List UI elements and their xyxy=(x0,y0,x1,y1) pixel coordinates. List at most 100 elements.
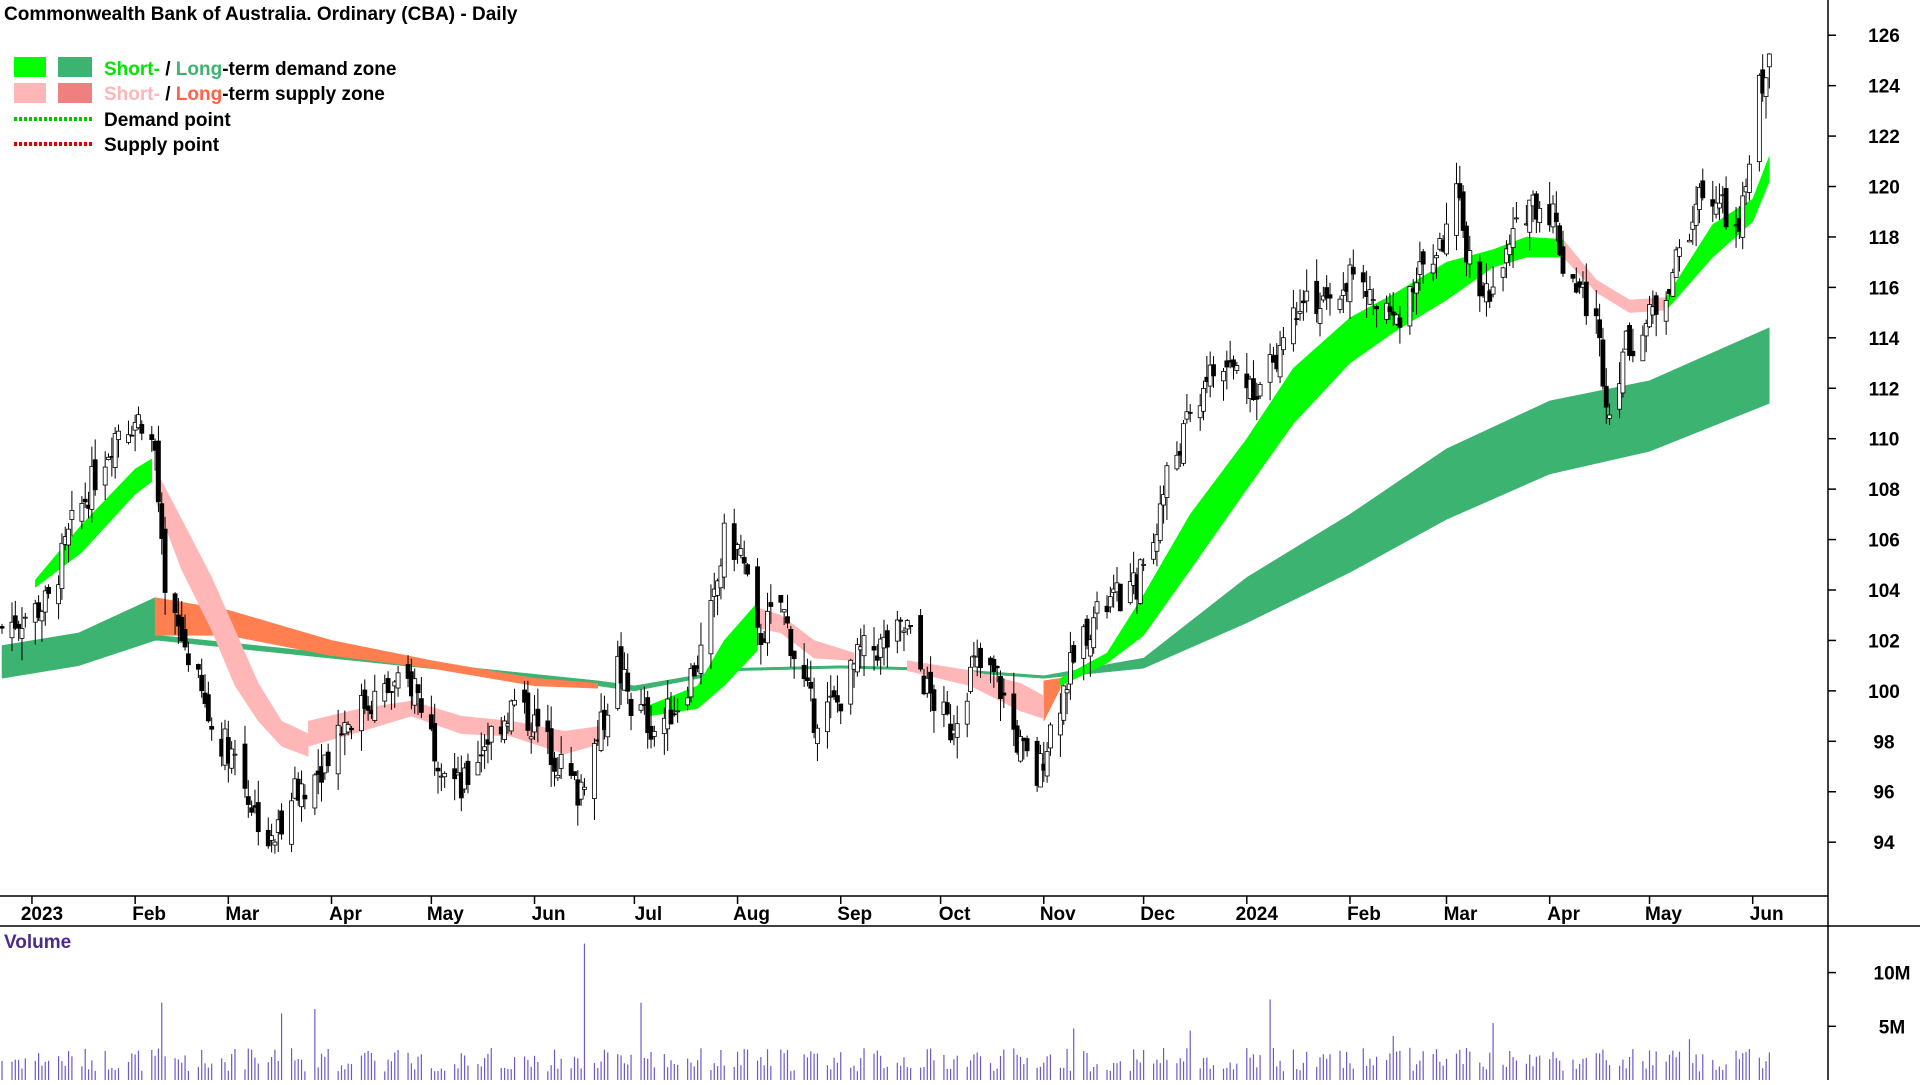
candle-up xyxy=(1766,53,1772,68)
candle-up xyxy=(1537,207,1543,224)
candle-down xyxy=(349,727,354,731)
candle-up xyxy=(1221,370,1226,382)
candle-down xyxy=(1630,350,1636,357)
candle-down xyxy=(568,763,574,776)
candle-down xyxy=(1117,583,1123,612)
candle-up xyxy=(582,786,587,790)
candle-down xyxy=(129,434,135,437)
candle-down xyxy=(415,684,421,694)
candle-down xyxy=(418,698,424,713)
candle-up xyxy=(1607,414,1612,419)
candle-up xyxy=(1091,617,1097,649)
legend-swatch-supply-long xyxy=(58,83,92,103)
candle-down xyxy=(645,697,651,734)
candle-down xyxy=(1593,308,1599,317)
candle-up xyxy=(1740,195,1746,238)
candle-down xyxy=(1071,645,1077,663)
candle-up xyxy=(1317,308,1323,324)
chart-title: Commonwealth Bank of Australia. Ordinary… xyxy=(4,4,518,25)
time-tick-label: Apr xyxy=(329,904,362,925)
candle-up xyxy=(508,700,514,732)
candle-up xyxy=(66,528,71,546)
candle-up xyxy=(1290,307,1296,345)
candle-up xyxy=(964,700,970,725)
candle-up xyxy=(102,466,108,486)
legend-supply-point: Supply point xyxy=(104,135,220,156)
candle-down xyxy=(998,676,1003,700)
candle-down xyxy=(1457,183,1463,199)
price-tick-label: 114 xyxy=(1869,329,1900,350)
candle-down xyxy=(831,690,837,698)
legend-supply-sep: / xyxy=(160,84,176,105)
time-tick-label: Jul xyxy=(635,904,662,925)
candle-down xyxy=(435,767,441,772)
legend-demand-sep: / xyxy=(160,59,176,80)
candle-down xyxy=(1603,385,1609,408)
demand-short-zone xyxy=(35,458,153,589)
candle-up xyxy=(1467,250,1473,265)
candle-down xyxy=(12,615,18,629)
price-tick-label: 122 xyxy=(1868,127,1900,148)
candle-down xyxy=(82,498,88,503)
candle-up xyxy=(1647,304,1652,328)
price-tick-label: 116 xyxy=(1869,278,1900,299)
candle-down xyxy=(339,733,344,736)
candle-down xyxy=(801,664,807,680)
candle-down xyxy=(838,703,844,712)
candle-down xyxy=(245,796,251,805)
candle-up xyxy=(1347,264,1353,303)
candle-up xyxy=(1507,243,1513,256)
time-tick-label: Oct xyxy=(939,904,971,925)
candle-down xyxy=(874,655,880,661)
candle-down xyxy=(195,664,201,670)
candle-up xyxy=(1673,249,1679,278)
candle-up xyxy=(1337,298,1343,310)
candle-down xyxy=(432,723,438,762)
candle-down xyxy=(1314,280,1320,315)
candle-down xyxy=(1397,317,1403,328)
candle-down xyxy=(362,689,368,709)
candle-down xyxy=(1464,225,1469,263)
candle-up xyxy=(1201,388,1206,412)
candle-up xyxy=(1370,299,1376,302)
candle-up xyxy=(1510,228,1516,249)
candle-up xyxy=(854,644,860,673)
candle-up xyxy=(1717,202,1722,209)
legend-demand-rest: -term demand zone xyxy=(222,59,396,80)
candle-up xyxy=(1693,203,1699,226)
candle-down xyxy=(242,743,248,789)
candle-down xyxy=(1187,411,1193,414)
candle-down xyxy=(1477,261,1483,297)
candle-up xyxy=(1444,223,1449,255)
price-tick-label: 124 xyxy=(1868,77,1900,98)
candle-up xyxy=(79,503,85,522)
candle-up xyxy=(592,743,597,799)
candle-down xyxy=(525,692,531,731)
candle-up xyxy=(1620,351,1626,394)
price-tick-label: 108 xyxy=(1868,480,1900,501)
candle-down xyxy=(1653,295,1659,315)
candle-down xyxy=(1374,305,1380,310)
legend: Short- / Long-term demand zone Short- / … xyxy=(14,57,396,156)
candle-up xyxy=(1500,267,1506,278)
legend-supply-long: Long xyxy=(176,84,222,105)
candle-up xyxy=(56,584,61,605)
candle-down xyxy=(691,665,697,677)
price-tick-label: 104 xyxy=(1868,581,1900,602)
time-tick-label: Jun xyxy=(532,904,566,925)
candle-up xyxy=(1141,563,1147,566)
candle-down xyxy=(668,709,674,725)
candle-up xyxy=(9,621,15,639)
candle-up xyxy=(954,723,960,738)
candle-down xyxy=(1420,251,1426,265)
candle-up xyxy=(69,510,75,520)
candle-up xyxy=(735,544,740,550)
candle-up xyxy=(335,724,341,775)
candle-up xyxy=(1434,255,1439,259)
candle-down xyxy=(1560,246,1566,274)
candle-down xyxy=(884,630,890,648)
candle-up xyxy=(1677,247,1682,257)
candle-down xyxy=(898,619,904,622)
